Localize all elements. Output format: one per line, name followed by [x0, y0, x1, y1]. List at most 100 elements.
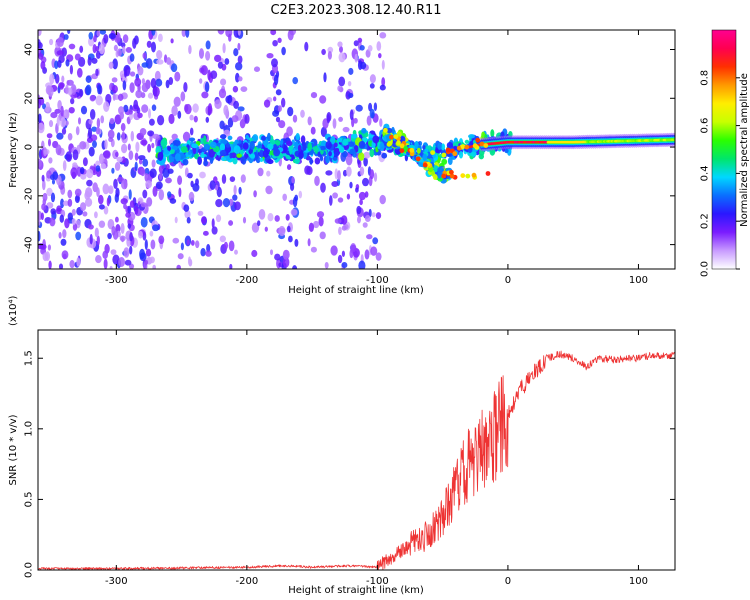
- spectrogram-cell: [227, 117, 234, 128]
- spectrogram-cell: [52, 171, 59, 180]
- spectrogram-cell: [165, 163, 170, 171]
- spectrogram-cell: [393, 134, 399, 140]
- spectrogram-cell: [422, 153, 428, 161]
- spectrogram-cell: [128, 109, 133, 115]
- spectrogram-cell: [200, 65, 208, 76]
- spectrogram-cell: [124, 259, 132, 266]
- spectrogram-cell: [98, 220, 106, 228]
- spectrogram-cell: [167, 168, 174, 174]
- spectrogram-cell: [479, 141, 485, 147]
- spectrogram-cell: [333, 142, 338, 148]
- spectrogram-cell: [358, 260, 366, 269]
- snr-ytick-label: 1.5: [24, 350, 35, 366]
- spectrogram-cell: [49, 217, 56, 227]
- spectrogram-cell: [62, 229, 67, 239]
- spectrogram-cell: [40, 212, 44, 221]
- spectrogram-cell: [220, 78, 227, 86]
- spectrogram-cell: [122, 80, 127, 91]
- spectrogram-cell: [160, 139, 168, 148]
- spectrogram-cell: [327, 46, 334, 54]
- spectrogram-cell: [307, 142, 313, 152]
- spectrogram-cell: [353, 40, 359, 47]
- spectrogram-cell: [75, 126, 80, 136]
- spectrogram-cell: [112, 254, 120, 265]
- spectrogram-cell: [373, 172, 378, 182]
- spectrogram-cell: [298, 190, 303, 199]
- spectrogram-cell: [111, 85, 118, 94]
- spectrogram-cell: [55, 144, 62, 156]
- spectrogram-cell: [157, 33, 163, 43]
- spectrogram-cell: [192, 103, 199, 113]
- spectrogram-cell: [137, 112, 143, 119]
- spectrogram-cell: [217, 30, 225, 35]
- spectrogram-cell: [38, 42, 43, 49]
- spectrogram-cell: [123, 104, 129, 113]
- spectrogram-cell: [152, 86, 160, 97]
- spectrogram-cell: [152, 264, 157, 269]
- spectrogram-cell: [363, 138, 368, 143]
- spectrogram-cell: [224, 58, 230, 65]
- spectrogram-cell: [330, 136, 336, 145]
- spectrogram-cell: [70, 167, 78, 178]
- spectrogram-cell: [485, 171, 491, 176]
- spectrogram-cell: [223, 104, 229, 116]
- spectrogram-cell: [38, 30, 42, 36]
- spectrogram-cell: [51, 179, 56, 185]
- spectrogram-cell: [202, 230, 209, 236]
- spectrogram-cell: [158, 189, 165, 201]
- spectrogram-cell: [287, 106, 294, 117]
- spectrogram-cell: [319, 95, 327, 104]
- spectrogram-cell: [171, 133, 178, 140]
- spectrogram-cell: [298, 151, 304, 159]
- spectrogram-cell: [149, 256, 155, 264]
- spectrogram-cell: [675, 138, 679, 142]
- spectrogram-cell: [206, 244, 211, 253]
- spectrogram-cell: [63, 34, 69, 40]
- spectrogram-cell: [327, 50, 332, 60]
- spectrogram-cell: [147, 92, 154, 99]
- spectrogram-cell: [72, 149, 79, 161]
- spectrogram-cell: [236, 153, 242, 158]
- spectrogram-cell: [151, 104, 157, 111]
- spectrogram-cell: [307, 238, 311, 247]
- spectrogram-cell: [460, 144, 466, 150]
- spectrogram-cell: [201, 91, 209, 99]
- colorbar-gradient: [711, 29, 737, 270]
- spectrogram-cell: [180, 146, 188, 153]
- spectrogram-cell: [148, 118, 155, 126]
- spectrogram-cell: [437, 171, 442, 179]
- spectrogram-cell: [144, 259, 149, 265]
- spectrogram-cell: [445, 147, 451, 153]
- snr-multiplier: (x10⁴): [8, 295, 19, 326]
- snr-xtick-label: -100: [366, 576, 389, 587]
- spectrogram-cell: [282, 249, 289, 260]
- spectrogram-cell: [310, 126, 316, 135]
- spectrogram-cell: [56, 36, 64, 48]
- spectrogram-cell: [192, 146, 197, 155]
- spectrogram-cell: [349, 181, 353, 189]
- spectrogram-cell: [107, 129, 115, 139]
- spectrogram-xtick-label: -200: [236, 275, 259, 286]
- spectrogram-cell: [204, 81, 210, 93]
- spectrogram-cell: [357, 215, 361, 224]
- spectrogram-cell: [347, 80, 352, 87]
- spectrogram-cell: [271, 58, 278, 68]
- spectrogram-cell: [65, 59, 70, 67]
- spectrogram-cell: [237, 42, 241, 51]
- spectrogram-cell: [440, 143, 446, 151]
- spectrogram-cell: [134, 205, 139, 215]
- spectrogram-cell: [356, 205, 362, 215]
- spectrogram-cell: [249, 153, 255, 159]
- spectrogram-cell: [108, 185, 114, 195]
- spectrogram-cell: [209, 155, 214, 164]
- spectrogram-cell: [96, 235, 100, 246]
- spectrogram-cell: [173, 96, 181, 107]
- spectrogram-cell: [341, 262, 348, 269]
- spectrogram-cell: [441, 152, 447, 158]
- spectrogram-cell: [175, 140, 181, 146]
- spectrogram-cell: [77, 117, 82, 125]
- spectrogram-xlabel: Height of straight line (km): [288, 285, 424, 296]
- spectrogram-cell: [177, 110, 182, 119]
- spectrogram-cell: [464, 144, 470, 150]
